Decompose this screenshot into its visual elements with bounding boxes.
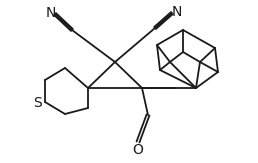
Text: S: S	[33, 96, 41, 110]
Text: O: O	[133, 143, 143, 157]
Text: N: N	[46, 6, 56, 20]
Text: N: N	[172, 5, 182, 19]
